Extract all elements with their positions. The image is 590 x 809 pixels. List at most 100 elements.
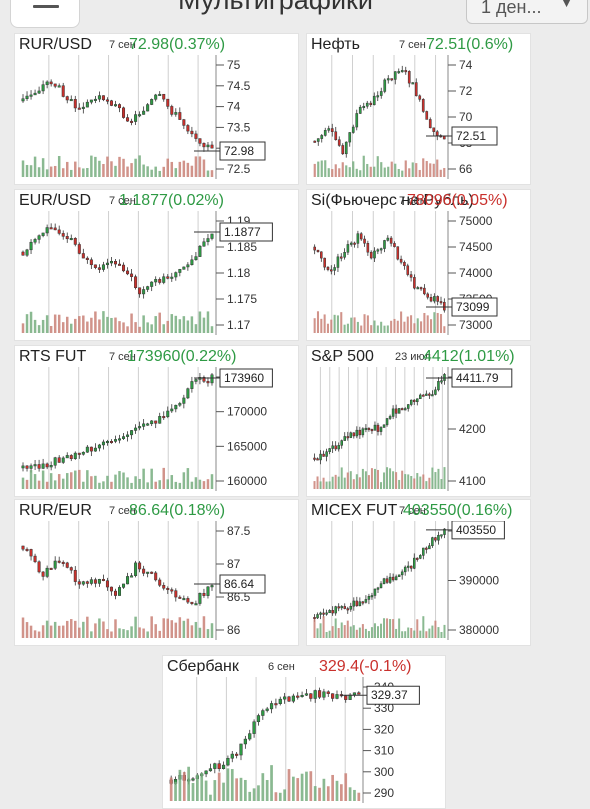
volume-bar bbox=[313, 481, 316, 489]
volume-bar bbox=[142, 468, 145, 489]
period-dropdown[interactable]: 1 ден... ▼ bbox=[466, 0, 588, 24]
volume-bar bbox=[190, 625, 194, 638]
volume-bar bbox=[328, 481, 331, 489]
volume-bar bbox=[102, 163, 105, 177]
volume-bar bbox=[364, 471, 367, 489]
volume-bar bbox=[206, 629, 210, 638]
volume-bar bbox=[410, 476, 413, 489]
volume-bar bbox=[443, 326, 446, 333]
volume-bar bbox=[53, 314, 57, 333]
candle-body bbox=[291, 695, 295, 702]
volume-bar bbox=[316, 476, 319, 489]
volume-bar bbox=[325, 631, 328, 638]
volume-bar bbox=[325, 481, 328, 489]
volume-bar bbox=[265, 780, 269, 801]
volume-bar bbox=[419, 476, 422, 489]
candle-body bbox=[355, 429, 359, 437]
candle-body bbox=[113, 439, 117, 442]
volume-bar bbox=[138, 627, 141, 638]
volume-bar bbox=[178, 161, 182, 177]
menu-button[interactable] bbox=[10, 0, 80, 28]
volume-bar bbox=[98, 160, 101, 177]
volume-bar bbox=[326, 786, 330, 801]
candle-body bbox=[356, 233, 360, 244]
candle-body bbox=[400, 408, 404, 411]
volume-bar bbox=[126, 326, 129, 333]
volume-bar bbox=[430, 319, 433, 333]
volume-bar bbox=[158, 480, 161, 489]
y-axis-tick-label: 72.5 bbox=[227, 162, 251, 176]
candle-body bbox=[174, 590, 178, 598]
volume-bar bbox=[244, 779, 247, 801]
chart-panel[interactable]: RUR/EUR 7 сен 86.64(0.18%) 87.5 87 86.5 86 86.6… bbox=[14, 499, 299, 646]
candle-body bbox=[93, 264, 97, 268]
volume-bar bbox=[431, 625, 434, 638]
volume-bar bbox=[316, 311, 320, 333]
candle-body bbox=[252, 721, 256, 734]
volume-bar bbox=[94, 311, 97, 333]
chart-quote: 4412(1.01%) bbox=[423, 348, 515, 365]
volume-bar bbox=[210, 326, 214, 333]
candle-body bbox=[358, 106, 362, 114]
volume-bar bbox=[383, 618, 386, 638]
chart-plot: 750007450074000735007300073099 bbox=[307, 211, 530, 335]
volume-bar bbox=[380, 162, 383, 177]
volume-bar bbox=[350, 317, 353, 333]
chart-panel[interactable]: Si(Фьючерс на Рубль) 7 сен 78096(0.05%) 750… bbox=[306, 189, 531, 341]
chart-panel[interactable]: EUR/USD 7 сен 1.1877(0.02%) 1.19 1.185 1.18 1.… bbox=[14, 189, 299, 341]
volume-bar bbox=[278, 792, 282, 801]
volume-bar bbox=[130, 163, 133, 177]
volume-bar bbox=[110, 161, 113, 177]
candle-body bbox=[178, 596, 182, 599]
candle-body bbox=[178, 403, 182, 406]
candle-body bbox=[388, 576, 392, 583]
volume-bar bbox=[217, 772, 221, 801]
chart-plot: 4300420041004411.79 bbox=[307, 367, 530, 491]
volume-bar bbox=[182, 160, 186, 177]
candlestick-chart: 747270686672.51 bbox=[313, 55, 498, 179]
candle-body bbox=[178, 269, 182, 273]
candle-body bbox=[337, 139, 341, 146]
candle-body bbox=[239, 743, 243, 756]
candle-body bbox=[325, 451, 328, 457]
volume-bar bbox=[106, 475, 109, 489]
chart-ticker: MICEX FUT bbox=[311, 502, 398, 519]
candle-body bbox=[191, 778, 195, 781]
volume-bar bbox=[174, 168, 178, 177]
candle-body bbox=[413, 557, 416, 569]
y-axis-tick-label: 74.5 bbox=[227, 79, 251, 93]
candle-body bbox=[334, 131, 338, 140]
candle-body bbox=[208, 768, 213, 772]
volume-bar bbox=[336, 315, 339, 333]
volume-bar bbox=[61, 168, 65, 177]
volume-bar bbox=[82, 621, 85, 638]
candle-body bbox=[190, 259, 194, 266]
candle-body bbox=[41, 84, 45, 92]
volume-bar bbox=[440, 479, 443, 489]
volume-bar bbox=[186, 468, 190, 489]
candle-body bbox=[130, 430, 134, 436]
volume-bar bbox=[114, 317, 117, 333]
volume-bar bbox=[416, 619, 419, 638]
volume-bar bbox=[380, 321, 383, 333]
candle-body bbox=[45, 227, 49, 234]
volume-bar bbox=[154, 481, 157, 489]
candle-body bbox=[355, 113, 359, 128]
candle-body bbox=[33, 92, 37, 96]
candle-body bbox=[138, 114, 142, 117]
candle-body bbox=[81, 106, 85, 109]
candle-body bbox=[221, 764, 226, 770]
volume-bar bbox=[146, 631, 149, 638]
y-axis-tick-label: 160000 bbox=[227, 474, 267, 488]
volume-bar bbox=[401, 631, 404, 638]
volume-bar bbox=[198, 627, 202, 638]
candle-body bbox=[421, 99, 425, 112]
volume-bar bbox=[346, 620, 349, 638]
volume-bar bbox=[380, 623, 383, 638]
